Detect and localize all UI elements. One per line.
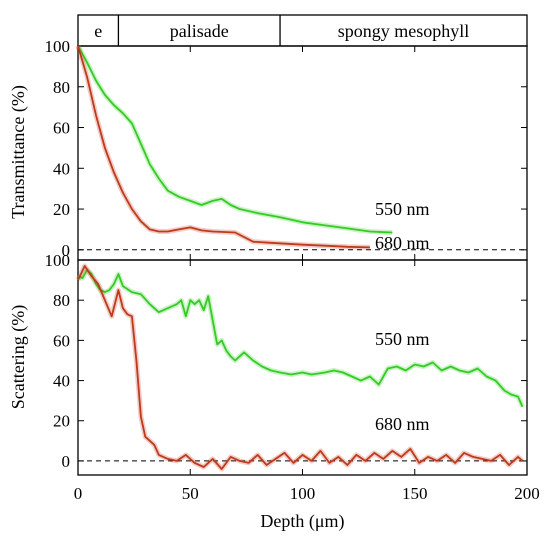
tissue-band-label: palisade — [170, 21, 229, 41]
series-line-680-nm — [77, 265, 524, 470]
y-tick-label: 0 — [62, 241, 71, 260]
tissue-band-label: e — [94, 21, 102, 41]
x-tick-label: 0 — [74, 484, 83, 503]
series-halo-680-nm — [75, 45, 370, 250]
scattering-y-axis-label: Scattering (%) — [8, 305, 29, 409]
y-tick-label: 100 — [45, 251, 71, 270]
tissue-band-label: spongy mesophyll — [338, 21, 470, 41]
y-tick-label: 60 — [53, 119, 70, 138]
y-tick-label: 80 — [53, 291, 70, 310]
series-annotation: 680 nm — [375, 414, 430, 434]
y-tick-label: 20 — [53, 200, 70, 219]
y-tick-label: 60 — [53, 331, 70, 350]
series-line-680-nm — [77, 45, 370, 249]
transmittance-panel: e palisade spongy mesophyll 0 20 40 60 80 100 550… — [8, 14, 528, 261]
y-tick-label: 40 — [53, 372, 70, 391]
y-tick-label: 0 — [62, 452, 71, 471]
y-tick-label: 40 — [53, 159, 70, 178]
x-tick-label: 100 — [290, 484, 316, 503]
series-annotation: 550 nm — [375, 199, 430, 219]
x-axis-label: Depth (μm) — [260, 511, 344, 532]
x-tick-label: 200 — [514, 484, 540, 503]
series-annotation: 550 nm — [375, 329, 430, 349]
series-halo-550-nm — [76, 267, 525, 408]
y-tick-label: 80 — [53, 78, 70, 97]
x-tick-label: 150 — [402, 484, 428, 503]
scattering-panel: 0 20 40 60 80 100 0 50 100 150 200 550 nm 680 nm Scat… — [8, 251, 540, 532]
x-tick-label: 50 — [182, 484, 199, 503]
plot-frame — [77, 259, 528, 476]
series-line-550-nm — [77, 45, 393, 234]
y-tick-label: 100 — [45, 37, 71, 56]
series-halo-550-nm — [75, 44, 393, 235]
transmittance-y-axis-label: Transmittance (%) — [8, 85, 29, 219]
series-line-550-nm — [77, 269, 524, 408]
series-annotation: 680 nm — [375, 233, 430, 253]
y-tick-label: 20 — [53, 412, 70, 431]
